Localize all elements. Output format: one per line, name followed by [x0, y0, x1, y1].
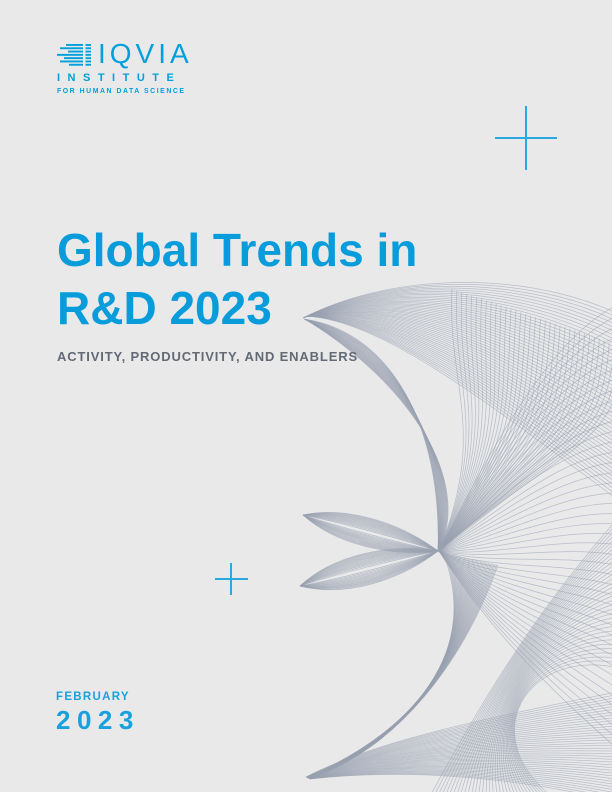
logo-brand-text: IQVIA [98, 38, 193, 69]
logo-institute-text: INSTITUTE [57, 72, 182, 84]
publication-year: 2023 [56, 705, 140, 735]
logo-tagline-text: FOR HUMAN DATA SCIENCE [57, 88, 186, 95]
speed-lines-icon [57, 44, 91, 66]
page-title-line1: Global Trends in [57, 224, 418, 276]
publication-date: FEBRUARY 2023 [56, 691, 140, 736]
page-subtitle: ACTIVITY, PRODUCTIVITY, AND ENABLERS [57, 349, 358, 364]
page-title-line2: R&D 2023 [57, 282, 272, 334]
iqvia-institute-logo: IQVIA INSTITUTE FOR HUMAN DATA SCIENCE [57, 38, 193, 95]
publication-month: FEBRUARY [56, 691, 130, 703]
page-title: Global Trends in R&D 2023 [57, 221, 417, 337]
logo-row: IQVIA [57, 38, 193, 69]
